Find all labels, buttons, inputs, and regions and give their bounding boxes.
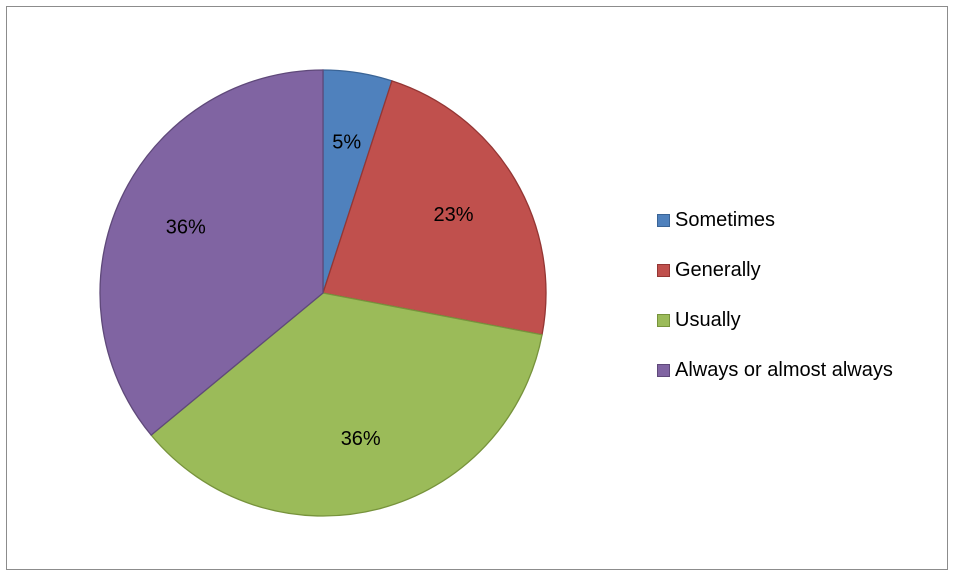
- legend-swatch-always-or-almost-always: [657, 363, 670, 377]
- pie-chart: 5% 23% 36% 36%: [99, 69, 547, 517]
- legend-item-generally: Generally: [657, 258, 893, 281]
- data-label-always-or-almost-always: 36%: [166, 217, 206, 239]
- legend-label-sometimes: Sometimes: [675, 208, 776, 231]
- pie-slice-usually: [150, 292, 543, 517]
- legend-label-always-or-almost-always: Always or almost always: [675, 358, 893, 381]
- legend-label-generally: Generally: [675, 258, 761, 281]
- legend-label-usually: Usually: [675, 308, 741, 331]
- legend-swatch-generally: [657, 263, 670, 277]
- chart-frame: 5% 23% 36% 36% Sometimes Generally Usually …: [6, 6, 948, 570]
- data-label-usually: 36%: [341, 428, 381, 450]
- legend-item-sometimes: Sometimes: [657, 208, 893, 231]
- data-label-sometimes: 5%: [332, 132, 361, 154]
- legend-swatch-sometimes: [657, 213, 670, 227]
- legend-item-always-or-almost-always: Always or almost always: [657, 358, 893, 381]
- legend-swatch-usually: [657, 313, 670, 327]
- legend: Sometimes Generally Usually Always or al…: [657, 208, 893, 410]
- pie-slice-generally: [322, 80, 547, 336]
- legend-item-usually: Usually: [657, 308, 893, 331]
- pie-slice-always-or-almost-always: [99, 69, 324, 437]
- data-label-generally: 23%: [434, 204, 474, 226]
